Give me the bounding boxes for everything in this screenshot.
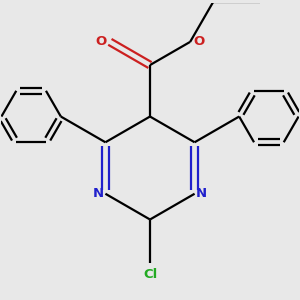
- Text: O: O: [194, 35, 205, 48]
- Text: N: N: [93, 187, 104, 200]
- Text: Cl: Cl: [143, 268, 157, 281]
- Text: N: N: [196, 187, 207, 200]
- Text: O: O: [95, 35, 106, 48]
